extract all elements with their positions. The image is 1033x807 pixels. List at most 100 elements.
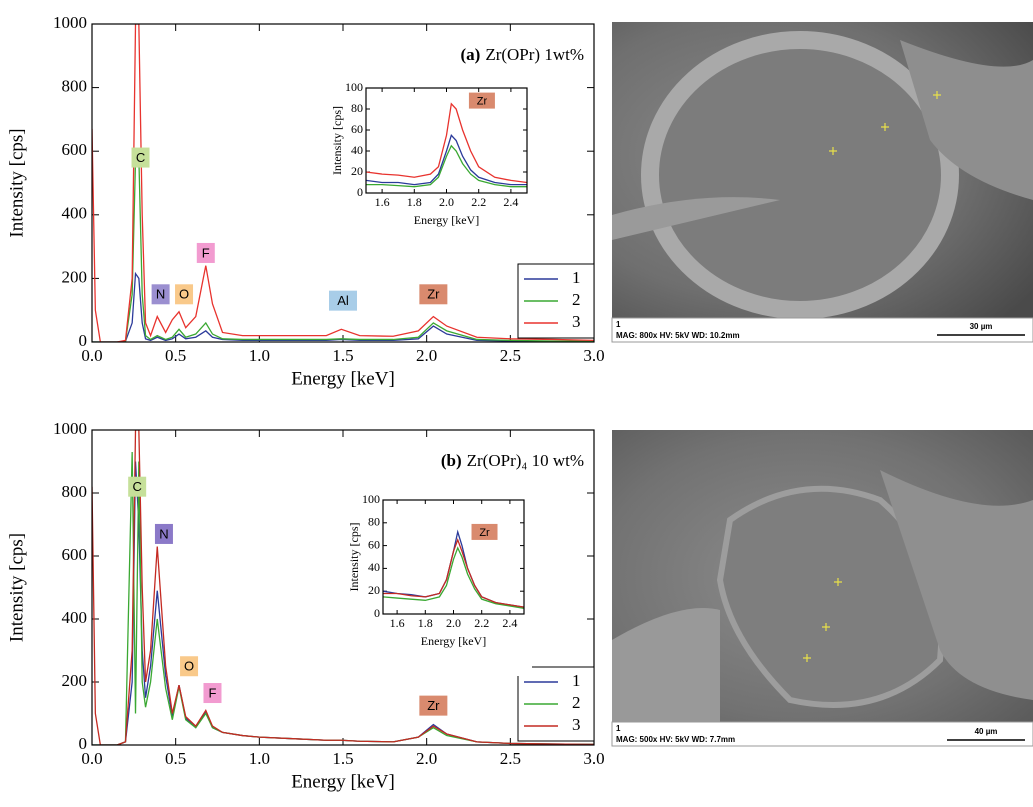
y-tick-label: 200 (62, 671, 88, 690)
peak-label: N (156, 287, 165, 302)
x-tick-label: 1.0 (249, 749, 270, 768)
y-tick-label: 100 (362, 492, 380, 506)
micrograph: 1 MAG: 500x HV: 5kV WD: 7.7mm 40 µm (611, 430, 1033, 747)
peak-label: O (179, 287, 189, 302)
y-tick-label: 0 (357, 185, 363, 199)
peak-label-box (180, 656, 199, 677)
x-tick-label: 0.5 (165, 749, 186, 768)
micrograph: 1 MAG: 800x HV: 5kV WD: 10.2mm 30 µm (611, 22, 1033, 343)
peak-label-box (196, 242, 215, 263)
x-tick-label: 2.0 (416, 346, 437, 365)
inset-chart: 1.6 1.8 2.0 2.2 2.4 0 20 40 60 80 100 Energy [keV] I… (341, 492, 532, 676)
peak-label: Zr (427, 287, 440, 302)
spot-markers (829, 91, 941, 155)
title-text: Zr(OPr) 1wt% (485, 45, 584, 64)
y-tick-label: 800 (62, 482, 88, 501)
peak-label-box (471, 523, 498, 540)
x-tick-label: 1.6 (375, 195, 390, 209)
series-line (366, 144, 527, 188)
x-tick-label: 2.2 (471, 195, 486, 209)
plot-frame (91, 23, 595, 343)
x-tick-label: 2.4 (502, 616, 517, 630)
chart: 0.0 0.5 1.0 1.5 2.0 2.5 3.002004006008001000En… (6, 13, 604, 389)
x-tick-label: 1.6 (390, 616, 405, 630)
inset-background (341, 494, 532, 676)
peak-label: F (209, 685, 217, 700)
y-tick-label: 600 (62, 545, 88, 564)
image-caption: MAG: 800x HV: 5kV WD: 10.2mm (616, 331, 740, 340)
x-tick-label: 3.0 (583, 749, 604, 768)
x-tick-label: 1.5 (332, 749, 353, 768)
peak-label-box (468, 92, 495, 109)
image-caption: MAG: 500x HV: 5kV WD: 7.7mm (616, 735, 735, 744)
fiber-body (612, 608, 720, 722)
y-tick-label: 200 (62, 267, 88, 286)
fiber-section (716, 485, 945, 708)
peak-label-box (131, 147, 150, 168)
image-index: 1 (616, 724, 621, 733)
x-tick-label: 2.5 (500, 346, 521, 365)
y-tick-label: 400 (62, 608, 88, 627)
title-text: Zr(OPr)₄ 10 wt% (467, 451, 584, 470)
series-line (92, 24, 594, 342)
y-tick-label: 60 (368, 537, 380, 551)
peak-label: O (184, 659, 194, 674)
y-tick-label: 80 (368, 515, 380, 529)
x-tick-label: 0.0 (81, 346, 102, 365)
inset-chart: 1.6 1.8 2.0 2.2 2.4 0 20 40 60 80 100 Energy [keV] I… (324, 80, 535, 255)
y-axis-title: Intensity [cps] (6, 533, 27, 642)
fiber-body (612, 197, 780, 240)
series-line (366, 102, 527, 184)
y-tick-label: 400 (62, 204, 88, 223)
x-axis-title: Energy [keV] (414, 213, 479, 227)
peak-label: Zr (479, 527, 490, 539)
x-axis-title: Energy [keV] (291, 771, 395, 792)
peak-label-box (151, 284, 170, 305)
y-tick-label: 80 (351, 101, 363, 115)
fiber-body (900, 40, 1033, 200)
peak-label-box (175, 284, 194, 305)
x-tick-label: 1.0 (249, 346, 270, 365)
x-tick-label: 2.2 (474, 616, 489, 630)
scale-label: 30 µm (970, 322, 993, 331)
series-line (92, 156, 594, 342)
x-axis-title: Energy [keV] (291, 368, 395, 389)
legend-label: 1 (572, 268, 581, 287)
y-tick-label: 40 (351, 143, 363, 157)
y-tick-label: 1000 (53, 13, 87, 32)
peak-label: Al (337, 293, 349, 308)
info-bar (611, 317, 1033, 343)
chart-title: (b) Zr(OPr)₄ 10 wt% (441, 451, 584, 470)
x-tick-label: 1.5 (332, 346, 353, 365)
peak-label-box (128, 476, 147, 497)
x-tick-label: 0.5 (165, 346, 186, 365)
y-tick-label: 800 (62, 77, 88, 96)
spot-markers (803, 578, 842, 662)
legend-label: 1 (572, 671, 581, 690)
y-tick-label: 100 (345, 80, 363, 94)
series-line (383, 546, 524, 609)
y-tick-label: 60 (351, 122, 363, 136)
y-tick-label: 0 (374, 606, 380, 620)
y-tick-label: 40 (368, 560, 380, 574)
inset-background (324, 82, 535, 255)
title-label: (b) (441, 451, 462, 470)
x-tick-label: 2.0 (439, 195, 454, 209)
x-tick-label: 2.0 (446, 616, 461, 630)
peak-label-box (203, 683, 222, 704)
plot-frame (91, 429, 595, 746)
plot-frame (382, 499, 525, 615)
peak-label: N (159, 526, 168, 541)
info-bar (611, 721, 1033, 747)
series-line (92, 430, 594, 745)
y-tick-label: 0 (79, 331, 88, 350)
x-tick-label: 2.0 (416, 749, 437, 768)
image-index: 1 (616, 320, 621, 329)
y-axis-title: Intensity [cps] (6, 128, 27, 237)
x-tick-label: 3.0 (583, 346, 604, 365)
peak-label: Zr (427, 698, 440, 713)
series-line (366, 133, 527, 186)
chart-title: (a) Zr(OPr) 1wt% (461, 45, 585, 64)
y-axis-title: Intensity [cps] (347, 523, 361, 592)
